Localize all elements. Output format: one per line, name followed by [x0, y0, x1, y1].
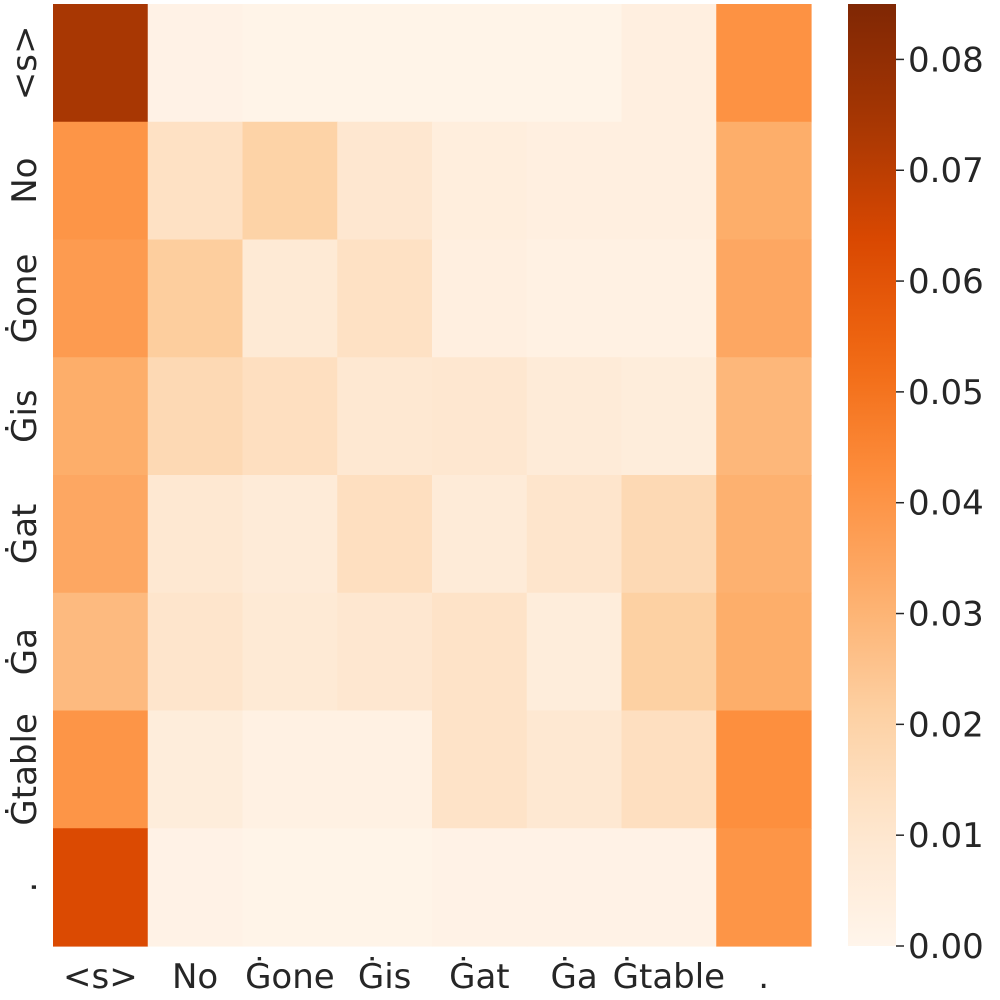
heatmap-cell: [337, 475, 433, 594]
heatmap-cells: [53, 4, 812, 947]
heatmap-cell: [526, 828, 623, 947]
y-tick-label: Ġis: [4, 389, 45, 443]
x-tick-label: Ġa: [551, 956, 598, 997]
heatmap-cell: [53, 475, 149, 594]
heatmap-cell: [432, 4, 528, 123]
heatmap-cell: [53, 357, 149, 476]
heatmap-cell: [526, 710, 623, 829]
heatmap-cell: [432, 710, 528, 829]
heatmap-cell: [147, 121, 244, 241]
colorbar-tick-label: 0.06: [908, 262, 984, 302]
heatmap-cell: [432, 357, 528, 476]
colorbar-tick-label: 0.01: [908, 816, 984, 856]
heatmap-cell: [526, 357, 623, 476]
heatmap-cell: [621, 4, 717, 123]
heatmap-cell: [432, 592, 528, 712]
x-tick-label: Ġat: [449, 956, 510, 997]
x-tick-label: Ġone: [245, 956, 335, 997]
heatmap-cell: [242, 475, 338, 594]
heatmap-cell: [242, 592, 338, 712]
colorbar-tick-label: 0.05: [908, 373, 984, 413]
heatmap-cell: [716, 710, 812, 829]
colorbar-tick-label: 0.04: [908, 484, 984, 524]
heatmap-cell: [242, 710, 338, 829]
heatmap-cell: [621, 121, 717, 241]
heatmap-cell: [337, 828, 433, 947]
heatmap-cell: [337, 239, 433, 358]
heatmap-cell: [526, 475, 623, 594]
heatmap-cell: [337, 4, 433, 123]
heatmap-cell: [147, 4, 244, 123]
heatmap-cell: [147, 239, 244, 358]
y-tick-label: <s>: [5, 26, 45, 101]
heatmap-cell: [242, 121, 338, 241]
y-tick-label: Ġa: [4, 628, 45, 675]
heatmap-cell: [432, 828, 528, 947]
heatmap-cell: [432, 475, 528, 594]
colorbar-tick-label: 0.00: [908, 927, 984, 967]
heatmap-cell: [337, 121, 433, 241]
heatmap-cell: [147, 357, 244, 476]
heatmap-cell: [53, 239, 149, 358]
colorbar-tick-label: 0.03: [908, 595, 984, 635]
heatmap-cell: [147, 710, 244, 829]
heatmap-cell: [337, 357, 433, 476]
y-tick-labels: <s> No Ġone Ġis Ġat Ġa Ġtable.: [4, 26, 45, 893]
heatmap-cell: [53, 592, 149, 712]
heatmap-cell: [716, 828, 812, 947]
heatmap-cell: [621, 592, 717, 712]
x-tick-labels: <s> No Ġone Ġis Ġat Ġa Ġtable.: [63, 956, 769, 997]
heatmap-cell: [242, 357, 338, 476]
heatmap-cell: [53, 4, 149, 123]
colorbar: [848, 4, 896, 946]
x-tick-label: No: [172, 957, 218, 997]
x-tick-label: Ġis: [358, 956, 412, 997]
heatmap-cell: [526, 592, 623, 712]
heatmap-cell: [242, 239, 338, 358]
y-tick-label: Ġtable: [4, 713, 45, 825]
colorbar-tick-label: 0.08: [908, 40, 984, 80]
heatmap-cell: [432, 239, 528, 358]
colorbar-ticks: 0.00 0.01 0.02 0.03 0.04 0.05 0.06 0.07 0.08: [896, 40, 984, 967]
heatmap-cell: [147, 592, 244, 712]
heatmap-cell: [716, 592, 812, 712]
heatmap-cell: [716, 239, 812, 358]
heatmap-cell: [716, 357, 812, 476]
y-tick-label: Ġone: [4, 254, 45, 344]
heatmap-cell: [432, 121, 528, 241]
heatmap-cell: [242, 4, 338, 123]
heatmap-cell: [53, 121, 149, 241]
heatmap-cell: [53, 828, 149, 947]
x-tick-label: Ġtable: [613, 956, 725, 997]
y-tick-label: Ġat: [4, 504, 45, 565]
heatmap-cell: [526, 121, 623, 241]
heatmap-cell: [621, 239, 717, 358]
y-tick-label: No: [5, 158, 45, 204]
heatmap-cell: [716, 121, 812, 241]
heatmap-cell: [526, 4, 623, 123]
heatmap-cell: [621, 357, 717, 476]
heatmap-cell: [147, 475, 244, 594]
heatmap-cell: [621, 828, 717, 947]
y-tick-label: .: [5, 882, 45, 893]
heatmap-cell: [526, 239, 623, 358]
heatmap-cell: [53, 710, 149, 829]
colorbar-tick-label: 0.07: [908, 151, 984, 191]
heatmap-cell: [621, 710, 717, 829]
heatmap-cell: [337, 592, 433, 712]
heatmap-cell: [147, 828, 244, 947]
heatmap-cell: [621, 475, 717, 594]
heatmap-cell: [716, 475, 812, 594]
heatmap-cell: [716, 4, 812, 123]
heatmap-cell: [337, 710, 433, 829]
colorbar-tick-label: 0.02: [908, 705, 984, 745]
x-tick-label: <s>: [63, 957, 138, 997]
heatmap-cell: [242, 828, 338, 947]
x-tick-label: .: [758, 957, 769, 997]
